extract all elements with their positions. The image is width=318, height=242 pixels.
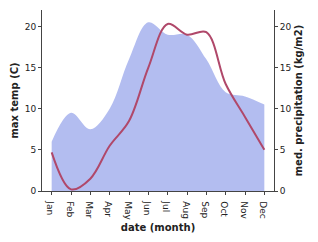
svg-text:20: 20	[280, 22, 292, 32]
svg-text:Mar: Mar	[84, 201, 94, 218]
svg-text:date (month): date (month)	[121, 222, 195, 233]
svg-text:15: 15	[25, 63, 36, 73]
svg-text:15: 15	[280, 63, 291, 73]
svg-text:0: 0	[30, 186, 36, 196]
svg-text:med. precipitation (kg/m2): med. precipitation (kg/m2)	[293, 25, 304, 177]
svg-text:0: 0	[280, 186, 286, 196]
svg-text:10: 10	[25, 104, 37, 114]
svg-text:Jul: Jul	[161, 200, 171, 212]
svg-text:max temp (C): max temp (C)	[9, 62, 20, 138]
svg-text:Sep: Sep	[200, 201, 210, 218]
svg-text:Nov: Nov	[239, 201, 249, 219]
svg-text:10: 10	[280, 104, 292, 114]
svg-text:20: 20	[25, 22, 37, 32]
svg-text:Jan: Jan	[45, 200, 55, 215]
svg-text:Aug: Aug	[181, 201, 191, 219]
svg-text:Apr: Apr	[103, 201, 113, 217]
svg-text:Dec: Dec	[258, 201, 268, 218]
svg-text:May: May	[123, 201, 133, 220]
svg-text:Jun: Jun	[142, 200, 152, 215]
svg-text:Oct: Oct	[219, 201, 229, 217]
svg-text:5: 5	[280, 145, 286, 155]
svg-text:5: 5	[30, 145, 36, 155]
svg-text:Feb: Feb	[65, 201, 75, 217]
